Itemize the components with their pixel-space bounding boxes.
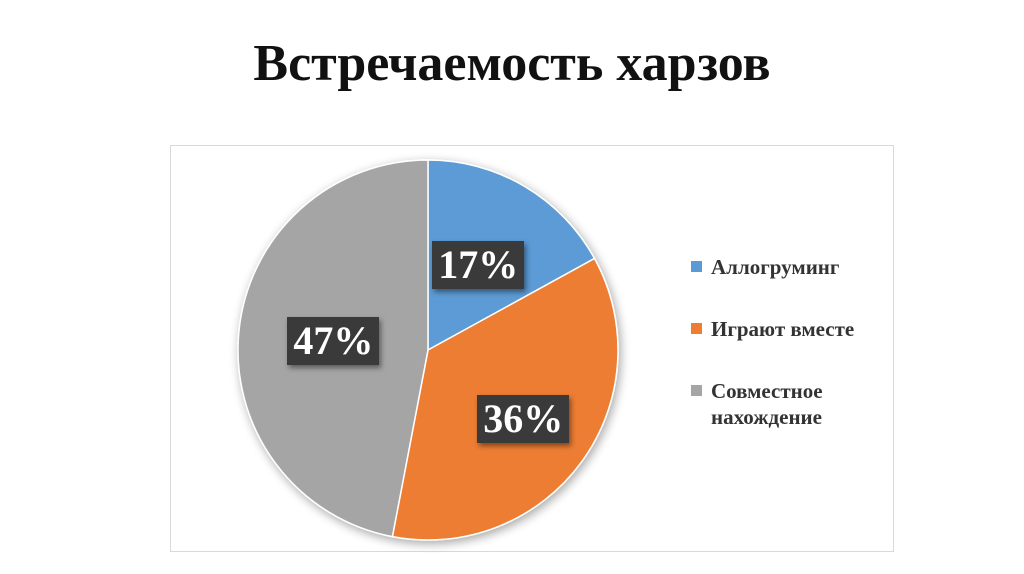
slide-title: Встречаемость харзов	[253, 35, 771, 92]
data-label-2: 36%	[477, 395, 570, 444]
data-label-3: 47%	[287, 317, 380, 366]
legend-swatch-3	[691, 385, 702, 396]
legend: Аллогруминг Играют вместе Совместное нахож…	[689, 254, 889, 430]
legend-label-3: Совместное нахождение	[711, 379, 823, 429]
legend-label-1: Аллогруминг	[711, 255, 840, 279]
data-label-1: 17%	[432, 240, 525, 289]
legend-label-2: Играют вместе	[711, 317, 855, 341]
legend-swatch-1	[691, 261, 702, 272]
legend-item-1: Аллогруминг	[689, 254, 889, 280]
chart-area: 17% 36% 47% Аллогруминг Играют вместе Совмес…	[170, 145, 894, 552]
legend-item-3: Совместное нахождение	[689, 378, 889, 430]
legend-swatch-2	[691, 323, 702, 334]
legend-item-2: Играют вместе	[689, 316, 889, 342]
